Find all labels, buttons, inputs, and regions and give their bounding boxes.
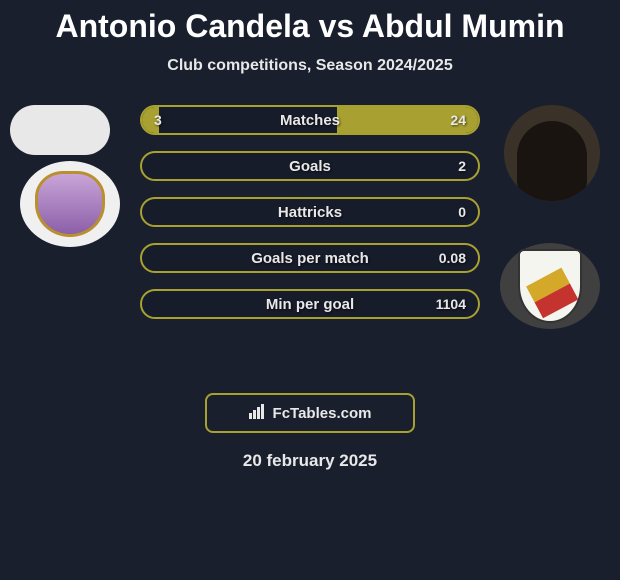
stat-row-matches: 3 Matches 24 [140, 105, 480, 135]
stat-value-right: 24 [450, 112, 466, 128]
page-title: Antonio Candela vs Abdul Mumin [0, 8, 620, 45]
stat-bars: 3 Matches 24 Goals 2 Hattricks 0 [140, 105, 480, 335]
stat-value-right: 2 [458, 158, 466, 174]
subtitle: Club competitions, Season 2024/2025 [0, 57, 620, 75]
stat-value-right: 0.08 [439, 250, 466, 266]
chart-icon [249, 403, 267, 423]
stat-value-right: 0 [458, 204, 466, 220]
player-right-club-badge [500, 243, 600, 329]
avatar-placeholder-left [10, 105, 110, 155]
player-left-avatar [10, 105, 110, 155]
comparison-infographic: Antonio Candela vs Abdul Mumin Club comp… [0, 0, 620, 471]
stat-row-hattricks: Hattricks 0 [140, 197, 480, 227]
stat-label: Matches [142, 112, 478, 129]
club-badge-valladolid [20, 161, 120, 247]
stat-row-goals-per-match: Goals per match 0.08 [140, 243, 480, 273]
stat-label: Goals per match [142, 250, 478, 267]
watermark-badge: FcTables.com [205, 393, 415, 433]
player-left-club-badge [20, 161, 120, 247]
stat-row-goals: Goals 2 [140, 151, 480, 181]
date-text: 20 february 2025 [0, 451, 620, 471]
club-badge-rayo-stripe [526, 268, 570, 303]
stat-label: Min per goal [142, 296, 478, 313]
club-badge-rayo [500, 243, 600, 329]
stat-label: Hattricks [142, 204, 478, 221]
avatar-photo-right [504, 105, 600, 201]
watermark-text: FcTables.com [273, 405, 372, 422]
main-area: 3 Matches 24 Goals 2 Hattricks 0 [0, 105, 620, 385]
stat-label: Goals [142, 158, 478, 175]
player-right-avatar [504, 105, 600, 201]
stat-value-right: 1104 [436, 296, 466, 312]
club-badge-rayo-shield [518, 249, 582, 323]
stat-row-min-per-goal: Min per goal 1104 [140, 289, 480, 319]
player-silhouette [517, 121, 587, 201]
club-badge-valladolid-shield [35, 171, 105, 237]
